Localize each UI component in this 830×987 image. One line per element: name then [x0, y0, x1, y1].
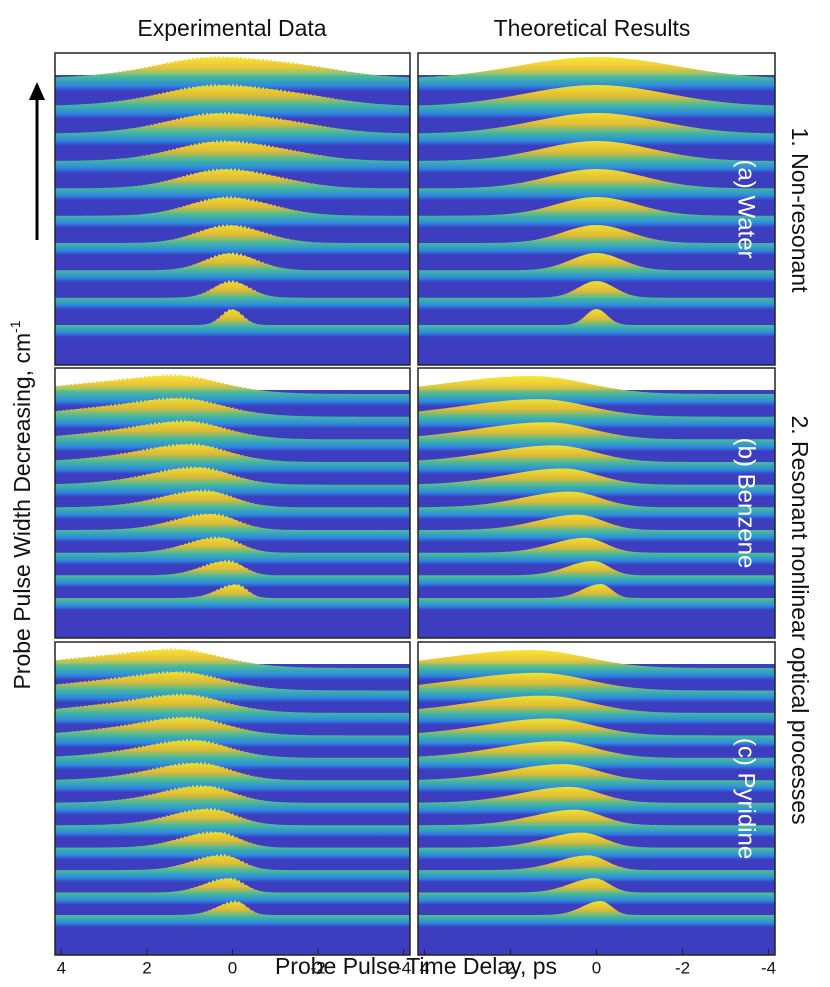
x-tick-label: -2	[310, 958, 325, 977]
ridge	[55, 716, 410, 748]
ridge	[55, 139, 410, 173]
x-axis-label: Probe Pulse Time Delay, ps	[275, 953, 557, 979]
ridge	[418, 57, 775, 91]
ridge	[55, 83, 410, 119]
ridge	[55, 279, 410, 310]
panel-frame	[54, 52, 411, 366]
ridge	[418, 809, 775, 838]
ridge	[418, 141, 775, 173]
x-tick-label: -4	[396, 958, 411, 977]
ridge	[55, 877, 410, 905]
ridge	[55, 252, 410, 283]
ridge	[55, 224, 410, 255]
ridge	[418, 764, 775, 793]
ridge	[55, 738, 410, 770]
ridge	[55, 373, 410, 406]
ridge	[418, 537, 775, 565]
ridge	[418, 786, 775, 815]
ridge	[55, 647, 410, 680]
ridge	[55, 761, 410, 793]
arrow-head	[29, 82, 45, 100]
ridge	[55, 584, 410, 610]
panel-label: (c) Pyridine	[733, 738, 760, 859]
panel	[418, 642, 775, 955]
ridge	[55, 309, 410, 337]
ridge	[55, 396, 410, 429]
ridge	[55, 513, 410, 542]
ridge	[418, 197, 775, 228]
y-axis-label-sup: -1	[7, 320, 23, 333]
ridge	[55, 167, 410, 201]
column-title: Experimental Data	[137, 15, 326, 41]
x-tick-label: 0	[592, 958, 601, 977]
panel-frame	[54, 367, 411, 639]
panel	[55, 368, 410, 638]
ridge	[418, 85, 775, 119]
ridge	[55, 111, 410, 146]
x-tick-label: 2	[506, 958, 515, 977]
ridge	[55, 559, 410, 588]
y-axis-label-text: Probe Pulse Width Decreasing, cm	[9, 333, 35, 690]
ridge	[55, 830, 410, 860]
panel	[418, 368, 775, 638]
ridge	[418, 376, 775, 406]
ridge	[55, 195, 410, 228]
ridge	[55, 419, 410, 452]
x-tick-label: 4	[57, 958, 66, 977]
ridge	[418, 468, 775, 497]
ridge	[418, 169, 775, 201]
panel	[418, 53, 775, 365]
ridge	[418, 281, 775, 310]
ridge	[418, 560, 775, 588]
ridge	[55, 900, 410, 927]
ridge	[418, 445, 775, 474]
ridge	[418, 672, 775, 703]
ridge	[55, 442, 410, 474]
ridge	[418, 399, 775, 429]
ridge	[55, 807, 410, 838]
x-tick-label: 0	[228, 958, 237, 977]
panel-label: (b) Benzene	[733, 438, 760, 569]
y-axis-label: Probe Pulse Width Decreasing, cm-1	[7, 320, 35, 689]
ridge	[418, 309, 775, 337]
ridge	[55, 466, 410, 497]
x-tick-label: -4	[761, 958, 776, 977]
ridge	[418, 878, 775, 905]
ridge	[55, 853, 410, 883]
ridge	[418, 514, 775, 542]
ridge	[418, 584, 775, 610]
ridge	[418, 695, 775, 725]
panel	[55, 53, 410, 365]
x-tick-label: -2	[675, 958, 690, 977]
row-group-label: 1. Non-resonant	[787, 128, 813, 294]
ridge	[418, 718, 775, 748]
ridge	[418, 225, 775, 255]
panel	[55, 642, 410, 955]
ridge	[418, 113, 775, 146]
ridge	[418, 253, 775, 283]
x-tick-label: 4	[420, 958, 429, 977]
ridge	[418, 901, 775, 927]
ridge	[418, 832, 775, 860]
ridge	[418, 422, 775, 452]
ridge	[55, 670, 410, 703]
row-group-label: 2. Resonant nonlinear optical processes	[787, 415, 813, 824]
ridge	[418, 741, 775, 770]
ridge	[418, 855, 775, 883]
x-tick-label: 2	[142, 958, 151, 977]
panel-label: (a) Water	[733, 159, 760, 258]
ridge	[55, 55, 410, 91]
ridge	[55, 784, 410, 815]
ridge	[55, 536, 410, 565]
column-title: Theoretical Results	[494, 15, 691, 41]
ridge	[55, 693, 410, 725]
panel-frame	[417, 52, 776, 366]
ridge	[418, 650, 775, 680]
panel-frame	[417, 367, 776, 639]
ridge	[55, 489, 410, 520]
ridge	[418, 491, 775, 520]
